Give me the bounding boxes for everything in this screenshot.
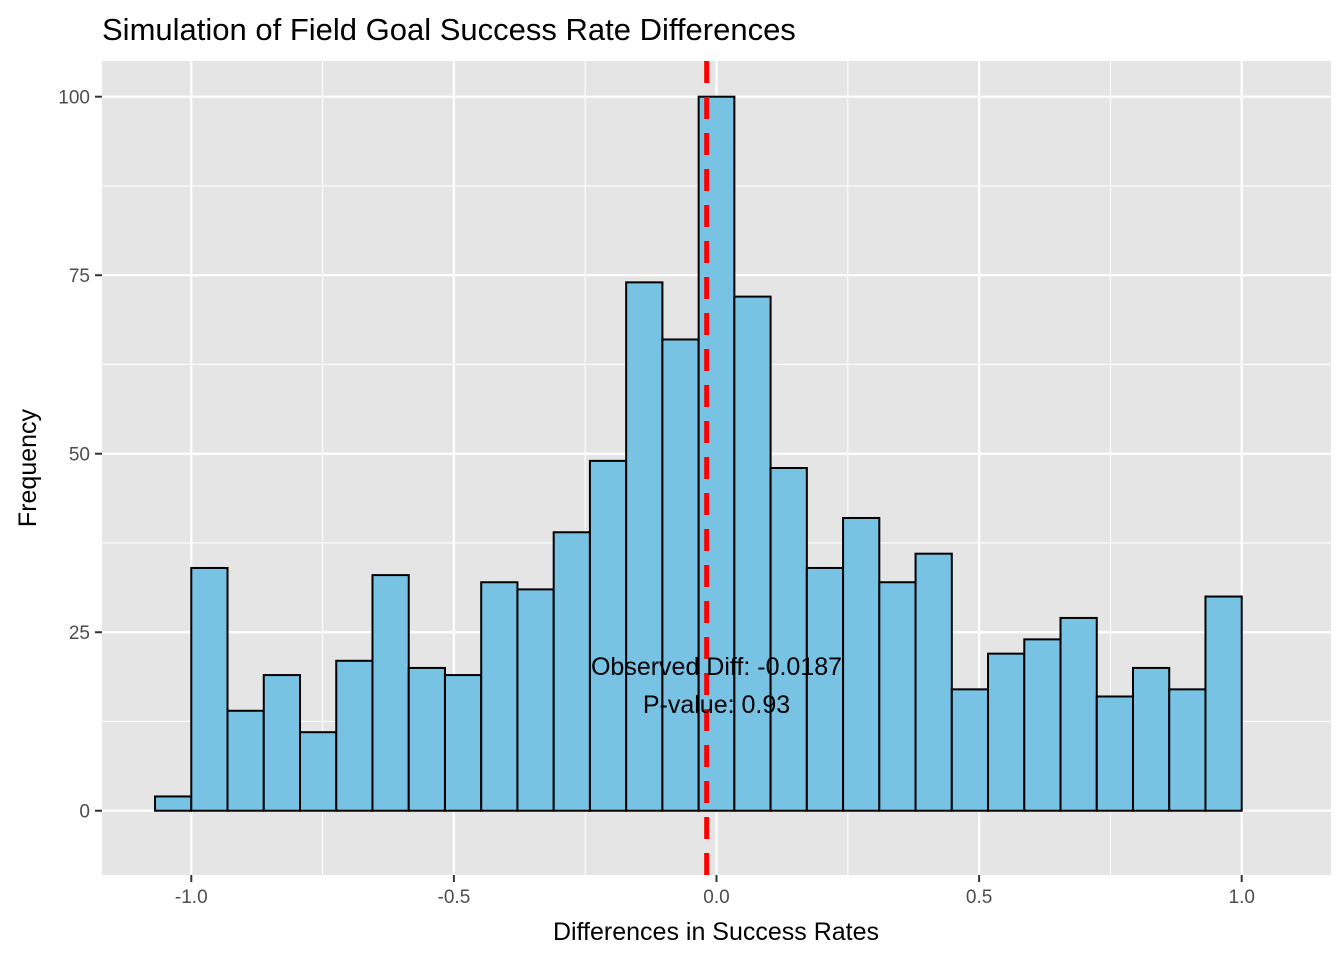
histogram-bar — [1095, 695, 1134, 812]
histogram-bar — [299, 731, 338, 812]
y-axis-ticks: 0 25 50 75 100 — [58, 88, 102, 823]
annotation-line: Observed Diff: -0.0187 — [591, 653, 842, 681]
histogram-bar — [842, 516, 881, 812]
annotation-group: Observed Diff: -0.0187 P-value: 0.93 — [591, 653, 842, 719]
x-tick-label: 0.0 — [703, 887, 729, 908]
histogram-bar — [588, 459, 628, 812]
x-axis-ticks: -1.0 -0.5 0.0 0.5 1.0 — [175, 875, 1255, 908]
histogram-bar — [805, 566, 845, 812]
histogram-bar — [154, 795, 193, 812]
histogram-bar — [987, 652, 1026, 812]
y-tick-label: 0 — [79, 802, 90, 823]
y-tick-label: 100 — [58, 88, 90, 109]
histogram-bar — [878, 581, 917, 812]
histogram-bar — [226, 709, 265, 812]
x-tick-label: -1.0 — [175, 887, 208, 908]
histogram-bar — [661, 338, 700, 812]
histogram-bar — [914, 552, 953, 812]
annotation-line: P-value: 0.93 — [643, 691, 790, 719]
histogram-bar — [371, 574, 410, 812]
histogram-bars — [154, 95, 1243, 812]
histogram-bar — [335, 659, 374, 812]
y-tick-label: 75 — [69, 266, 90, 287]
x-tick-label: -0.5 — [438, 887, 471, 908]
histogram-bar — [1204, 595, 1243, 812]
x-tick-label: 0.5 — [966, 887, 992, 908]
x-tick-label: 1.0 — [1229, 887, 1255, 908]
y-tick-label: 25 — [69, 623, 90, 644]
y-axis-title: Frequency — [14, 408, 42, 527]
histogram-bar — [552, 531, 591, 812]
histogram-bar — [1023, 638, 1062, 812]
histogram-bar — [1059, 616, 1098, 812]
histogram-bar — [407, 666, 446, 812]
histogram-bar — [769, 467, 808, 812]
histogram-bar — [443, 674, 483, 812]
histogram-bar — [516, 588, 555, 812]
chart-title: Simulation of Field Goal Success Rate Di… — [102, 12, 796, 47]
histogram-bar — [1131, 666, 1171, 812]
histogram-bar — [625, 281, 664, 812]
histogram-bar — [1168, 688, 1207, 812]
y-tick-label: 50 — [69, 445, 90, 466]
histogram-bar — [262, 674, 302, 812]
histogram-bar — [950, 688, 990, 812]
histogram-bar — [190, 566, 229, 812]
x-axis-title: Differences in Success Rates — [553, 918, 879, 946]
histogram-bar — [733, 295, 772, 812]
histogram-bar — [480, 581, 519, 812]
